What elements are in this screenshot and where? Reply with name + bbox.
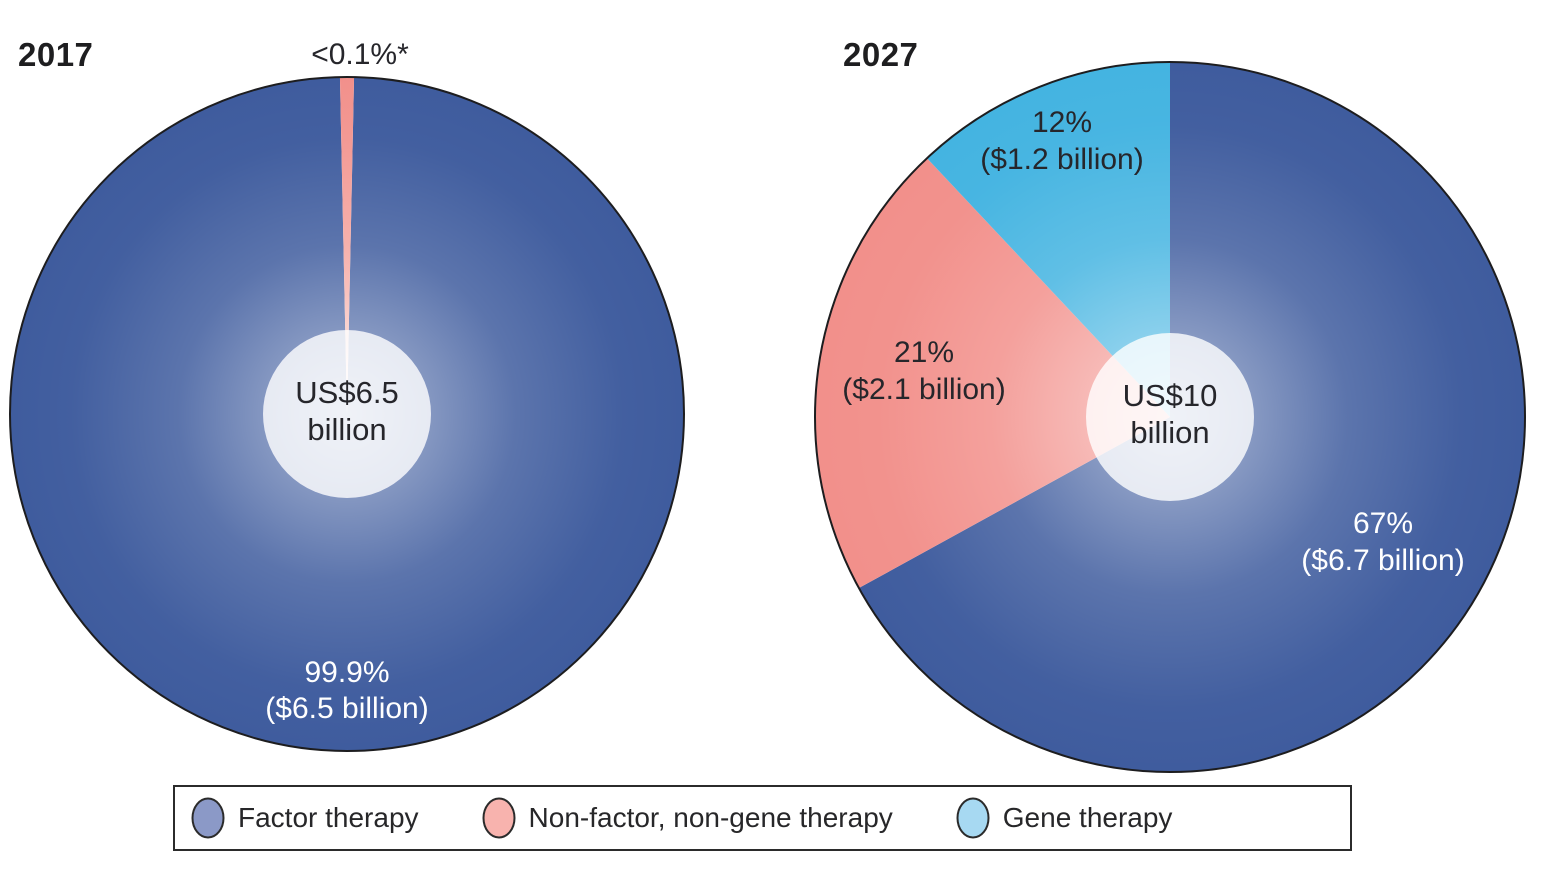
nonfactor-therapy-swatch-icon — [482, 797, 516, 839]
legend-label-nonfactor-therapy: Non-factor, non-gene therapy — [528, 802, 893, 833]
legend-label-gene-therapy: Gene therapy — [1002, 802, 1173, 833]
pie-2017-center-disc — [263, 330, 431, 498]
pie-2027-nonfactor-percent: 21% — [894, 336, 954, 369]
right-pie-year-title: 2027 — [843, 36, 919, 73]
pie-2027-gene-percent: 12% — [1032, 106, 1092, 139]
factor-therapy-swatch-icon — [191, 797, 225, 839]
pie-2017-total-line2: billion — [307, 412, 386, 447]
pie-2027-factor-amount: ($6.7 billion) — [1301, 544, 1464, 577]
pie-2017-factor-percent: 99.9% — [304, 656, 389, 689]
pie-2027-total-line2: billion — [1130, 415, 1209, 450]
legend-label-factor-therapy: Factor therapy — [238, 802, 419, 833]
pie-2027-outline — [814, 61, 1526, 773]
pie-2027: US$10 billion 12% ($1.2 billion) 21% ($2… — [814, 61, 1526, 773]
pie-2027-nonfactor-amount: ($2.1 billion) — [842, 373, 1005, 406]
pie-2017-factor-amount: ($6.5 billion) — [265, 692, 428, 725]
legend-item-factor-therapy: Factor therapy — [190, 796, 419, 840]
pie-2027-factor-percent: 67% — [1353, 507, 1413, 540]
left-pie-year-title: 2017 — [18, 36, 94, 73]
pie-2017-total-line1: US$6.5 — [295, 375, 398, 410]
pie-2027-total-line1: US$10 — [1123, 378, 1218, 413]
legend: Factor therapy Non-factor, non-gene ther… — [173, 785, 1352, 851]
left-pie-nonfactor-slice-label: <0.1%* — [311, 38, 409, 71]
legend-item-nonfactor-therapy: Non-factor, non-gene therapy — [481, 796, 893, 840]
gene-therapy-swatch-icon — [956, 797, 990, 839]
pie-2017: US$6.5 billion 99.9% ($6.5 billion) — [9, 76, 685, 752]
pie-2017-outline — [9, 76, 685, 752]
pie-2027-center-disc — [1086, 333, 1254, 501]
pie-2027-gene-amount: ($1.2 billion) — [980, 143, 1143, 176]
legend-item-gene-therapy: Gene therapy — [955, 796, 1173, 840]
